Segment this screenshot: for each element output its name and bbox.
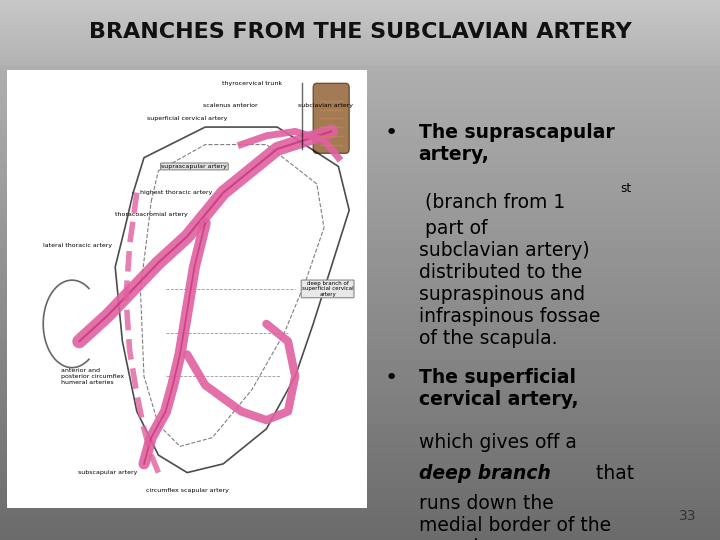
Text: scalenus anterior: scalenus anterior: [203, 103, 258, 107]
Text: subscapular artery: subscapular artery: [78, 470, 138, 475]
Text: 33: 33: [679, 509, 696, 523]
Text: which gives off a: which gives off a: [419, 433, 577, 452]
Text: The suprascapular
artery,: The suprascapular artery,: [419, 123, 614, 164]
Text: circumflex scapular artery: circumflex scapular artery: [145, 488, 229, 492]
Text: (branch from 1: (branch from 1: [419, 193, 565, 212]
Text: thyrocervical trunk: thyrocervical trunk: [222, 81, 282, 86]
FancyBboxPatch shape: [313, 83, 349, 153]
Text: superficial cervical artery: superficial cervical artery: [147, 116, 228, 121]
Text: suprascapular artery: suprascapular artery: [161, 164, 228, 169]
Text: lateral thoracic artery: lateral thoracic artery: [43, 242, 112, 248]
Text: •: •: [384, 123, 397, 143]
Text: that: that: [590, 464, 634, 483]
Text: deep branch: deep branch: [419, 464, 551, 483]
Text: The superficial
cervical artery,: The superficial cervical artery,: [419, 368, 578, 409]
Text: thoracoacromial artery: thoracoacromial artery: [114, 212, 188, 217]
Text: BRANCHES FROM THE SUBCLAVIAN ARTERY: BRANCHES FROM THE SUBCLAVIAN ARTERY: [89, 22, 631, 43]
Text: anterior and
posterior circumflex
humeral arteries: anterior and posterior circumflex humera…: [61, 368, 125, 384]
Text: runs down the
medial border of the
scapula.: runs down the medial border of the scapu…: [419, 495, 611, 540]
Text: st: st: [621, 182, 631, 195]
Text: deep branch of
superficial cervical
artery: deep branch of superficial cervical arte…: [302, 281, 354, 297]
Text: highest thoracic artery: highest thoracic artery: [140, 190, 212, 195]
Text: subclavian artery: subclavian artery: [298, 103, 353, 107]
Text: •: •: [384, 368, 397, 388]
Text: part of
subclavian artery)
distributed to the
supraspinous and
infraspinous foss: part of subclavian artery) distributed t…: [419, 219, 600, 348]
